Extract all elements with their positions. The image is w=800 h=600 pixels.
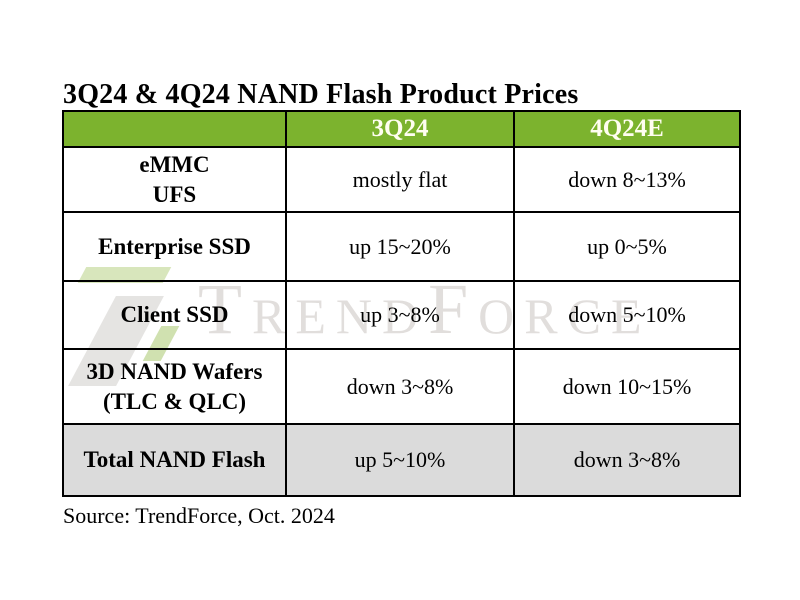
table-row-3d-nand-wafers: 3D NAND Wafers (TLC & QLC) down 3~8% dow… <box>62 348 741 425</box>
source-note: Source: TrendForce, Oct. 2024 <box>63 503 335 528</box>
row-label-line: (TLC & QLC) <box>102 388 247 414</box>
header-cell-product <box>62 110 287 148</box>
cell-4q24e: down 5~10% <box>513 280 741 350</box>
table-row-emmc-ufs: eMMC UFS mostly flat down 8~13% <box>62 146 741 213</box>
row-label-line: Client SSD <box>120 302 229 328</box>
row-label: 3D NAND Wafers (TLC & QLC) <box>62 348 287 425</box>
nand-price-table: 3Q24 4Q24E eMMC UFS mostly flat down 8~1… <box>62 110 741 497</box>
table-header-row: 3Q24 4Q24E <box>62 110 741 148</box>
header-cell-3q24: 3Q24 <box>285 110 515 148</box>
row-label-line: UFS <box>152 181 197 207</box>
cell-3q24: up 3~8% <box>285 280 515 350</box>
cell-3q24: mostly flat <box>285 146 515 213</box>
row-label: Enterprise SSD <box>62 211 287 282</box>
cell-4q24e: up 0~5% <box>513 211 741 282</box>
row-label-line: 3D NAND Wafers <box>86 358 263 384</box>
table-row-client-ssd: Client SSD up 3~8% down 5~10% <box>62 280 741 350</box>
cell-3q24: up 5~10% <box>285 423 515 497</box>
row-label-line: Total NAND Flash <box>83 447 266 473</box>
row-label: Client SSD <box>62 280 287 350</box>
row-label-line: eMMC <box>139 151 210 177</box>
header-cell-4q24e: 4Q24E <box>513 110 741 148</box>
row-label-line: Enterprise SSD <box>98 233 251 259</box>
page-title: 3Q24 & 4Q24 NAND Flash Product Prices <box>63 79 579 110</box>
row-label: Total NAND Flash <box>62 423 287 497</box>
cell-4q24e: down 8~13% <box>513 146 741 213</box>
cell-4q24e: down 10~15% <box>513 348 741 425</box>
cell-3q24: up 15~20% <box>285 211 515 282</box>
cell-4q24e: down 3~8% <box>513 423 741 497</box>
table-row-total-nand-flash: Total NAND Flash up 5~10% down 3~8% <box>62 423 741 497</box>
cell-3q24: down 3~8% <box>285 348 515 425</box>
row-label: eMMC UFS <box>62 146 287 213</box>
table-row-enterprise-ssd: Enterprise SSD up 15~20% up 0~5% <box>62 211 741 282</box>
